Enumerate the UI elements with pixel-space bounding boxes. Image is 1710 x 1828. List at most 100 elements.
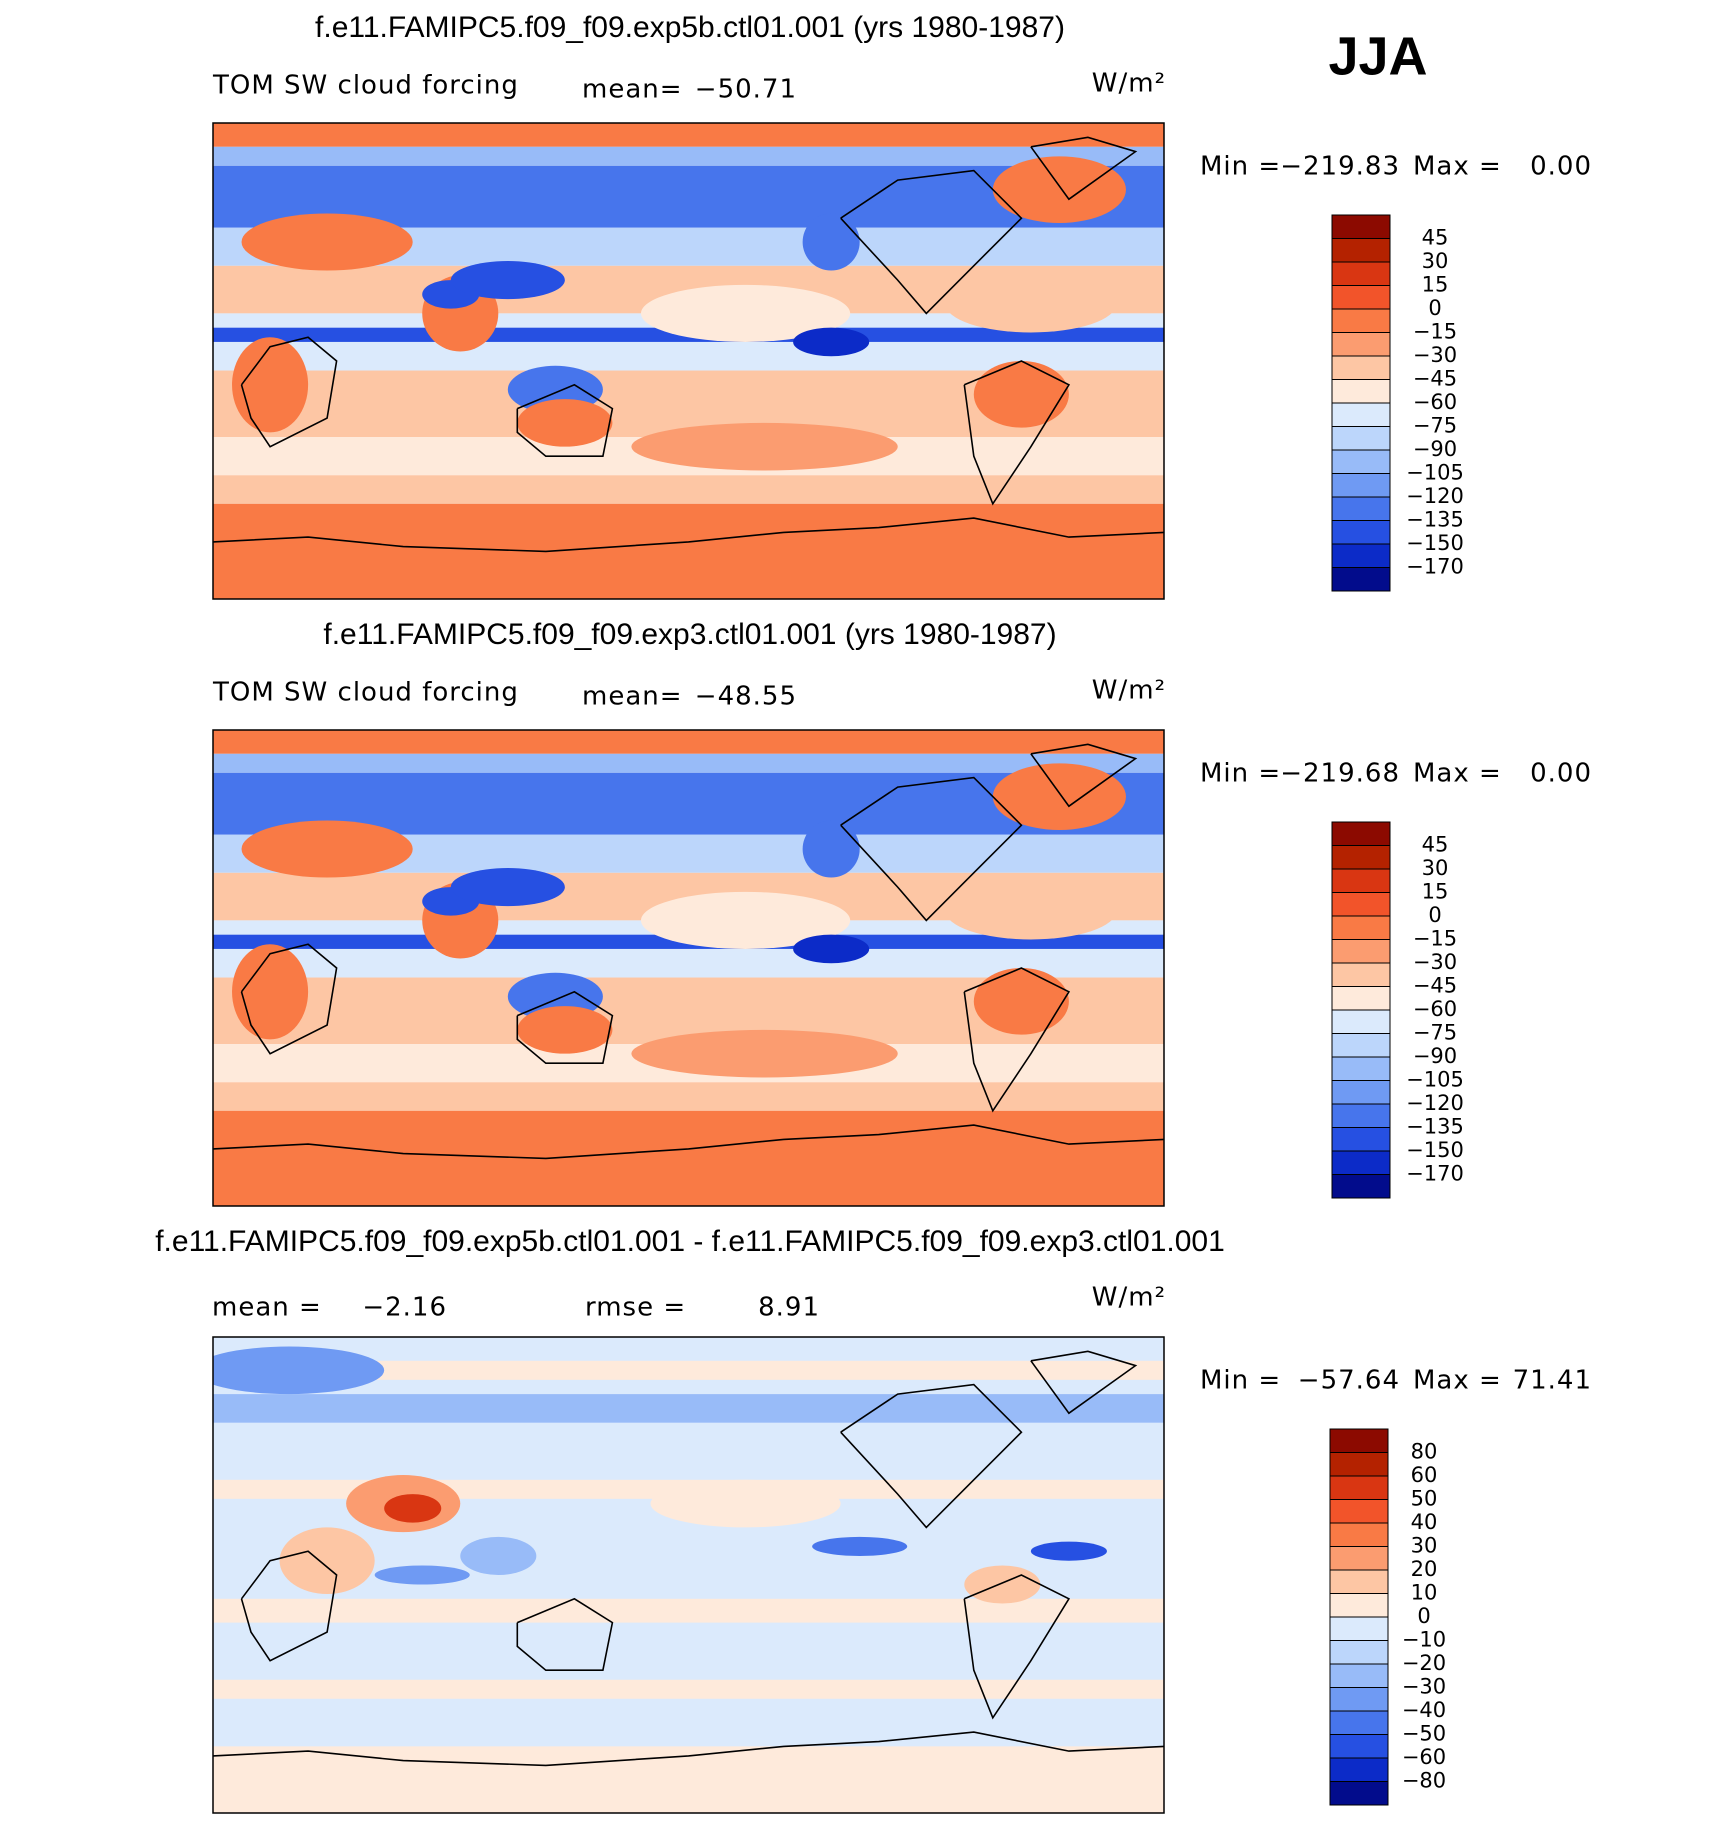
colorbar-box bbox=[1331, 238, 1391, 263]
colorbar-label: −75 bbox=[1413, 1021, 1457, 1045]
panel-title: f.e11.FAMIPC5.f09_f09.exp3.ctl01.001 (yr… bbox=[323, 618, 1056, 651]
stat-label: mean= bbox=[582, 75, 683, 105]
coastline bbox=[213, 1731, 1164, 1767]
colorbar-box bbox=[1331, 402, 1391, 427]
colorbar-box bbox=[1331, 214, 1391, 239]
colorbar-label: 15 bbox=[1422, 273, 1449, 297]
colorbar-label: 45 bbox=[1422, 833, 1449, 857]
map-region bbox=[241, 213, 413, 271]
colorbar-label: −80 bbox=[1402, 1769, 1446, 1793]
stat-label: mean= bbox=[582, 682, 683, 712]
colorbar-label: −60 bbox=[1402, 1745, 1446, 1769]
colorbar-box bbox=[1329, 1616, 1389, 1641]
colorbar-box bbox=[1331, 1033, 1391, 1058]
colorbar-box bbox=[1331, 543, 1391, 568]
colorbar-box bbox=[1329, 1499, 1389, 1524]
map-region bbox=[964, 1565, 1041, 1604]
map-band bbox=[213, 475, 1164, 504]
colorbar-box bbox=[1331, 962, 1391, 987]
max-value: 0.00 bbox=[1530, 759, 1592, 789]
coastline bbox=[213, 1124, 1164, 1160]
colorbar-label: −170 bbox=[1406, 555, 1464, 579]
map-region bbox=[631, 422, 898, 471]
map-region bbox=[992, 156, 1126, 223]
map-frame bbox=[212, 729, 1165, 1207]
colorbar-label: 80 bbox=[1411, 1440, 1438, 1464]
colorbar-label: −90 bbox=[1413, 1044, 1457, 1068]
map-region bbox=[241, 820, 413, 878]
panel: f.e11.FAMIPC5.f09_f09.exp3.ctl01.001 (yr… bbox=[212, 618, 1592, 1207]
colorbar-box bbox=[1329, 1687, 1389, 1712]
colorbar-box bbox=[1331, 1127, 1391, 1152]
map-region bbox=[384, 1494, 442, 1523]
colorbar-label: −135 bbox=[1406, 1115, 1464, 1139]
min-value: −219.83 bbox=[1280, 152, 1400, 182]
colorbar-label: −135 bbox=[1406, 508, 1464, 532]
colorbar-label: −150 bbox=[1406, 531, 1464, 555]
panel-title: f.e11.FAMIPC5.f09_f09.exp5b.ctl01.001 - … bbox=[155, 1225, 1225, 1258]
colorbar-box bbox=[1331, 261, 1391, 286]
colorbar-box bbox=[1331, 821, 1391, 846]
min-label: Min = bbox=[1200, 759, 1281, 789]
max-label: Max = bbox=[1413, 759, 1502, 789]
colorbar-label: −90 bbox=[1413, 437, 1457, 461]
map-region bbox=[812, 1536, 908, 1556]
colorbar-label: 40 bbox=[1411, 1510, 1438, 1534]
min-label: Min = bbox=[1200, 1366, 1281, 1396]
map bbox=[213, 123, 1164, 599]
colorbar-label: −150 bbox=[1406, 1138, 1464, 1162]
season-label: JJA bbox=[1328, 26, 1427, 86]
map-region bbox=[232, 337, 309, 433]
colorbar-label: −50 bbox=[1402, 1722, 1446, 1746]
map-region bbox=[793, 327, 870, 357]
map-region bbox=[460, 1536, 537, 1575]
colorbar-box bbox=[1331, 473, 1391, 498]
map-band bbox=[213, 730, 1164, 754]
colorbar-label: 20 bbox=[1411, 1557, 1438, 1581]
colorbar-label: −120 bbox=[1406, 484, 1464, 508]
coastline bbox=[516, 383, 614, 458]
stat-value: −48.55 bbox=[695, 682, 797, 712]
colorbar-label: 15 bbox=[1422, 880, 1449, 904]
colorbar-box bbox=[1331, 892, 1391, 917]
colorbar-box bbox=[1331, 355, 1391, 380]
map bbox=[213, 730, 1164, 1206]
stat-value: −2.16 bbox=[362, 1293, 447, 1323]
colorbar-label: 60 bbox=[1411, 1463, 1438, 1487]
colorbar-box bbox=[1331, 986, 1391, 1011]
coastline bbox=[963, 360, 1071, 506]
colorbar-box bbox=[1331, 379, 1391, 404]
map-band bbox=[213, 1110, 1164, 1206]
stat-label: rmse = bbox=[585, 1293, 686, 1323]
stat-label: mean = bbox=[212, 1293, 322, 1323]
colorbar-box bbox=[1331, 308, 1391, 333]
map-region bbox=[232, 944, 309, 1040]
colorbar-label: −20 bbox=[1402, 1651, 1446, 1675]
map-region bbox=[640, 891, 851, 949]
coastline bbox=[1030, 136, 1138, 201]
map-region bbox=[213, 1346, 385, 1395]
stat-value: −50.71 bbox=[695, 75, 797, 105]
units: W/m² bbox=[1092, 69, 1166, 99]
map-band bbox=[213, 1598, 1164, 1623]
colorbar-box bbox=[1329, 1475, 1389, 1500]
map-band bbox=[213, 146, 1164, 166]
colorbar-label: 30 bbox=[1411, 1534, 1438, 1558]
colorbar-label: 0 bbox=[1428, 296, 1441, 320]
map-region bbox=[992, 763, 1126, 830]
colorbar-label: −15 bbox=[1413, 320, 1457, 344]
colorbar-label: −45 bbox=[1413, 367, 1457, 391]
colorbar-label: 30 bbox=[1422, 249, 1449, 273]
colorbar-box bbox=[1329, 1428, 1389, 1453]
colorbar-label: −120 bbox=[1406, 1091, 1464, 1115]
colorbar-box bbox=[1331, 868, 1391, 893]
colorbar-label: 0 bbox=[1428, 903, 1441, 927]
colorbar-box bbox=[1331, 1080, 1391, 1105]
map-band bbox=[213, 123, 1164, 147]
map-region bbox=[450, 868, 565, 907]
coastline bbox=[240, 336, 338, 448]
coastline bbox=[1030, 743, 1138, 808]
colorbar-label: −30 bbox=[1413, 343, 1457, 367]
colorbar-label: 45 bbox=[1422, 226, 1449, 250]
